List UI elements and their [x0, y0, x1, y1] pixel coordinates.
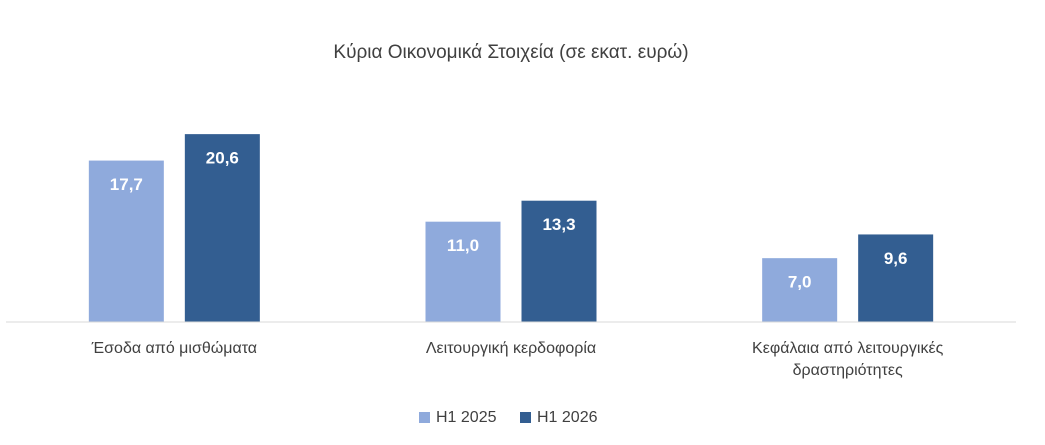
value-label: 20,6 [206, 149, 239, 168]
x-tick-label-box: Έσοδα από μισθώματα [91, 340, 258, 357]
value-label: 11,0 [447, 236, 479, 255]
value-label: 7,0 [788, 273, 812, 292]
bar [88, 160, 164, 322]
x-tick-label: Έσοδα από μισθώματα [91, 340, 258, 357]
legend-label: H1 2026 [537, 409, 598, 426]
x-tick-label-box: Λειτουργική κερδοφορία [425, 340, 597, 357]
legend-label: H1 2025 [436, 409, 497, 426]
x-tick-label-box: Κεφάλαια από λειτουργικές δραστηριότητες [752, 340, 944, 379]
value-label: 9,6 [884, 249, 908, 268]
bar [184, 134, 260, 322]
bar [521, 200, 597, 322]
bar [425, 221, 501, 322]
bar [858, 234, 934, 322]
chart-title: Κύρια Οικονομικά Στοιχεία (σε εκατ. ευρώ… [333, 42, 688, 63]
legend-swatch [419, 412, 430, 423]
x-tick-label: Λειτουργική κερδοφορία [425, 340, 597, 357]
legend-swatch [520, 412, 531, 423]
value-label: 17,7 [110, 175, 143, 194]
x-tick-label: Κεφάλαια από λειτουργικές δραστηριότητες [752, 340, 944, 379]
bar [762, 258, 838, 322]
value-label: 13,3 [542, 215, 575, 234]
